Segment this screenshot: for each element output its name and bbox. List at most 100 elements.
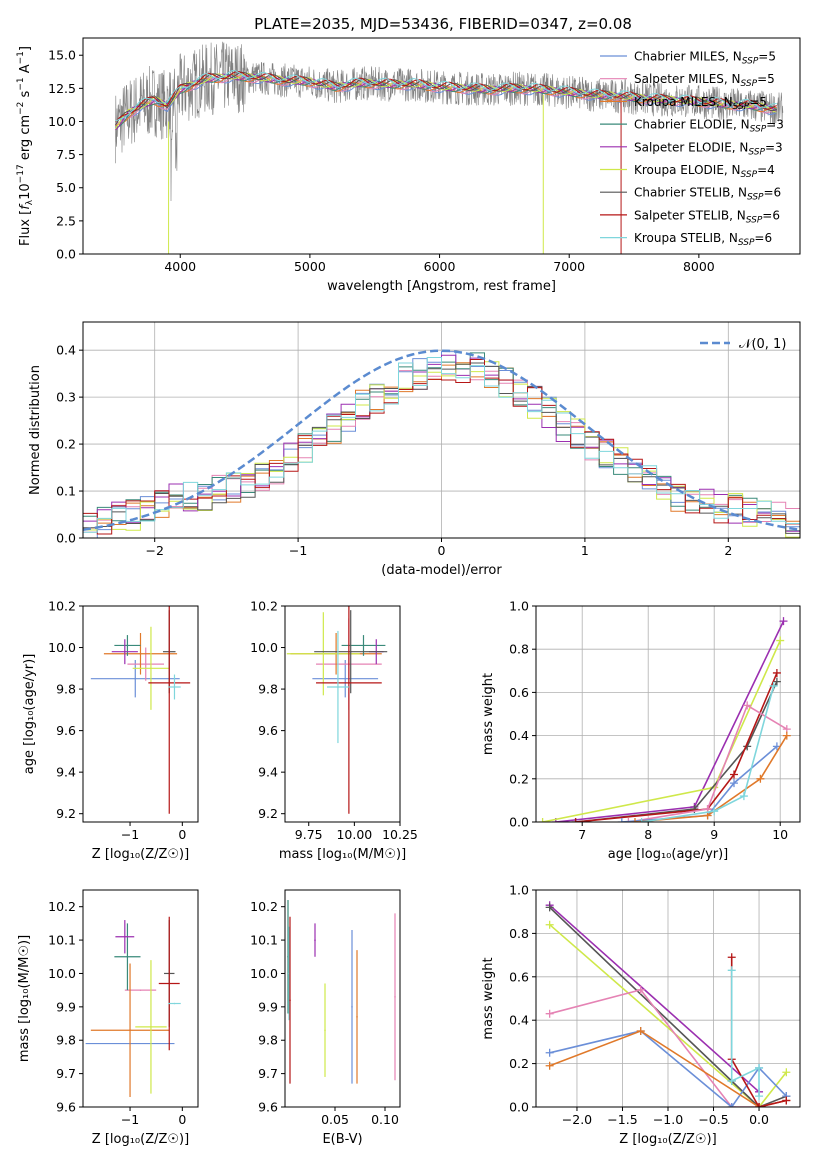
data-point [150, 1026, 152, 1028]
y-tick-label: 10.2 [48, 899, 76, 914]
marker [710, 807, 719, 816]
y-tick-label: 0.2 [509, 1056, 529, 1071]
y-tick-label: 1.0 [509, 883, 529, 898]
x-tick-label: −0.5 [698, 1112, 728, 1127]
data-point [168, 682, 171, 684]
marker [624, 818, 633, 822]
mass-weight-vs-metallicity-panel: −2.0 −1.5 −1.0 −0.5 0.0 0.0 0.2 0.4 0.6 0.8 1.0 Z [… [481, 883, 801, 1147]
x-tick-label: 7 [578, 827, 586, 842]
axes-frame [284, 889, 401, 1108]
data-point [344, 677, 347, 680]
y-tick-label: 7.5 [56, 147, 76, 162]
x-tick-label: 10.25 [382, 827, 418, 842]
histogram-step [83, 357, 800, 538]
data-point [322, 652, 325, 655]
y-tick-label: 10.1 [250, 933, 278, 948]
marker [631, 818, 639, 822]
marker [782, 731, 791, 740]
marker [545, 903, 554, 912]
marker [755, 1063, 764, 1072]
y-tick-label: 9.8 [56, 682, 76, 697]
data-point [337, 686, 339, 688]
x-tick-label: −1.0 [653, 1112, 683, 1127]
data-point [134, 677, 137, 680]
series-line [628, 704, 788, 822]
series-line [730, 970, 760, 1097]
age-vs-mass-panel: 9.75 10.00 10.25 9.2 9.4 9.6 9.8 10.0 10.2 mass [… [250, 599, 418, 863]
data-point [289, 999, 291, 1001]
x-tick-label: 7000 [553, 259, 585, 274]
data-point [173, 1002, 176, 1005]
y-tick-label: 0.4 [509, 1013, 529, 1028]
x-tick-label: 10 [772, 827, 788, 842]
y-tick-label: 0.1 [56, 484, 76, 499]
y-axis-label: age [log₁₀(age/yr)] [22, 654, 37, 775]
x-tick-label: 4000 [164, 259, 196, 274]
y-tick-label: 9.6 [56, 723, 76, 738]
x-tick-label: 0.05 [321, 1112, 349, 1127]
y-tick-label: 9.8 [258, 1033, 278, 1048]
legend-entry: Salpeter ELODIE, NSSP=3 [634, 140, 783, 157]
x-tick-label: 5000 [294, 259, 326, 274]
residual-histogram-panel: −2 −1 0 1 2 0.0 0.1 0.2 0.3 0.4 (data-model)/error… [28, 321, 801, 578]
y-tick-label: 9.8 [56, 1033, 76, 1048]
y-tick-label: 0.3 [56, 390, 76, 405]
y-tick-label: 9.6 [56, 1100, 76, 1115]
y-tick-label: 10.2 [48, 599, 76, 614]
y-axis-label: mass [log₁₀(M/M☉)] [17, 935, 32, 1062]
marker [617, 818, 626, 822]
marker [782, 1068, 791, 1077]
x-axis-label: wavelength [Angstrom, rest frame] [327, 279, 556, 294]
y-tick-label: 0.4 [509, 728, 529, 743]
series-line [555, 620, 785, 822]
y-tick-label: 12.5 [48, 81, 76, 96]
axes-frame [82, 37, 801, 255]
marker [636, 985, 645, 994]
plot-area [287, 900, 396, 1084]
data-point [348, 682, 350, 684]
y-tick-label: 9.2 [258, 806, 278, 821]
model-spectrum-line [115, 70, 777, 122]
y-tick-label: 0.0 [509, 1100, 529, 1115]
y-tick-label: 15.0 [48, 48, 76, 63]
x-axis-label: Z [log₁₀(Z/Z☉)] [619, 1132, 716, 1147]
y-tick-label: 10.1 [48, 933, 76, 948]
series-line [549, 924, 787, 1107]
mass-weight-vs-age-panel: 7 8 9 10 0.0 0.2 0.4 0.6 0.8 1.0 age [log₁₀(age/yr… [481, 599, 801, 862]
y-tick-label: 0.0 [509, 815, 529, 830]
x-axis-label: Z [log₁₀(Z/Z☉)] [92, 1132, 189, 1147]
legend-entry: Kroupa STELIB, NSSP=6 [634, 231, 772, 248]
data-point [124, 935, 126, 938]
y-tick-label: 9.7 [258, 1066, 278, 1081]
marker [636, 1027, 645, 1036]
y-tick-label: 0.6 [509, 969, 529, 984]
legend-entry: Chabrier STELIB, NSSP=6 [634, 186, 781, 203]
marker [743, 701, 752, 710]
y-tick-label: 0.2 [56, 437, 76, 452]
y-tick-label: 9.4 [56, 765, 76, 780]
data-point [362, 644, 365, 647]
x-axis-label: E(B-V) [322, 1132, 362, 1147]
x-tick-label: 0.10 [371, 1112, 399, 1127]
y-axis-label: mass weight [481, 957, 496, 1039]
marker [755, 1092, 764, 1101]
y-tick-label: 5.0 [56, 180, 76, 195]
marker [782, 1096, 791, 1105]
y-tick-label: 9.2 [56, 806, 76, 821]
x-tick-label: 0 [438, 543, 446, 558]
y-tick-label: 10.0 [48, 640, 76, 655]
data-point [173, 686, 176, 688]
x-tick-label: 9 [710, 827, 718, 842]
y-tick-label: 10.0 [48, 114, 76, 129]
marker [545, 920, 554, 929]
y-tick-label: 1.0 [509, 599, 529, 614]
y-tick-label: 0.6 [509, 685, 529, 700]
series-line [641, 685, 775, 822]
marker [779, 617, 788, 626]
y-tick-label: 9.8 [258, 682, 278, 697]
plot-area [545, 901, 791, 1107]
x-tick-label: 9.75 [295, 827, 323, 842]
marker [772, 668, 781, 677]
data-point [129, 1029, 131, 1032]
